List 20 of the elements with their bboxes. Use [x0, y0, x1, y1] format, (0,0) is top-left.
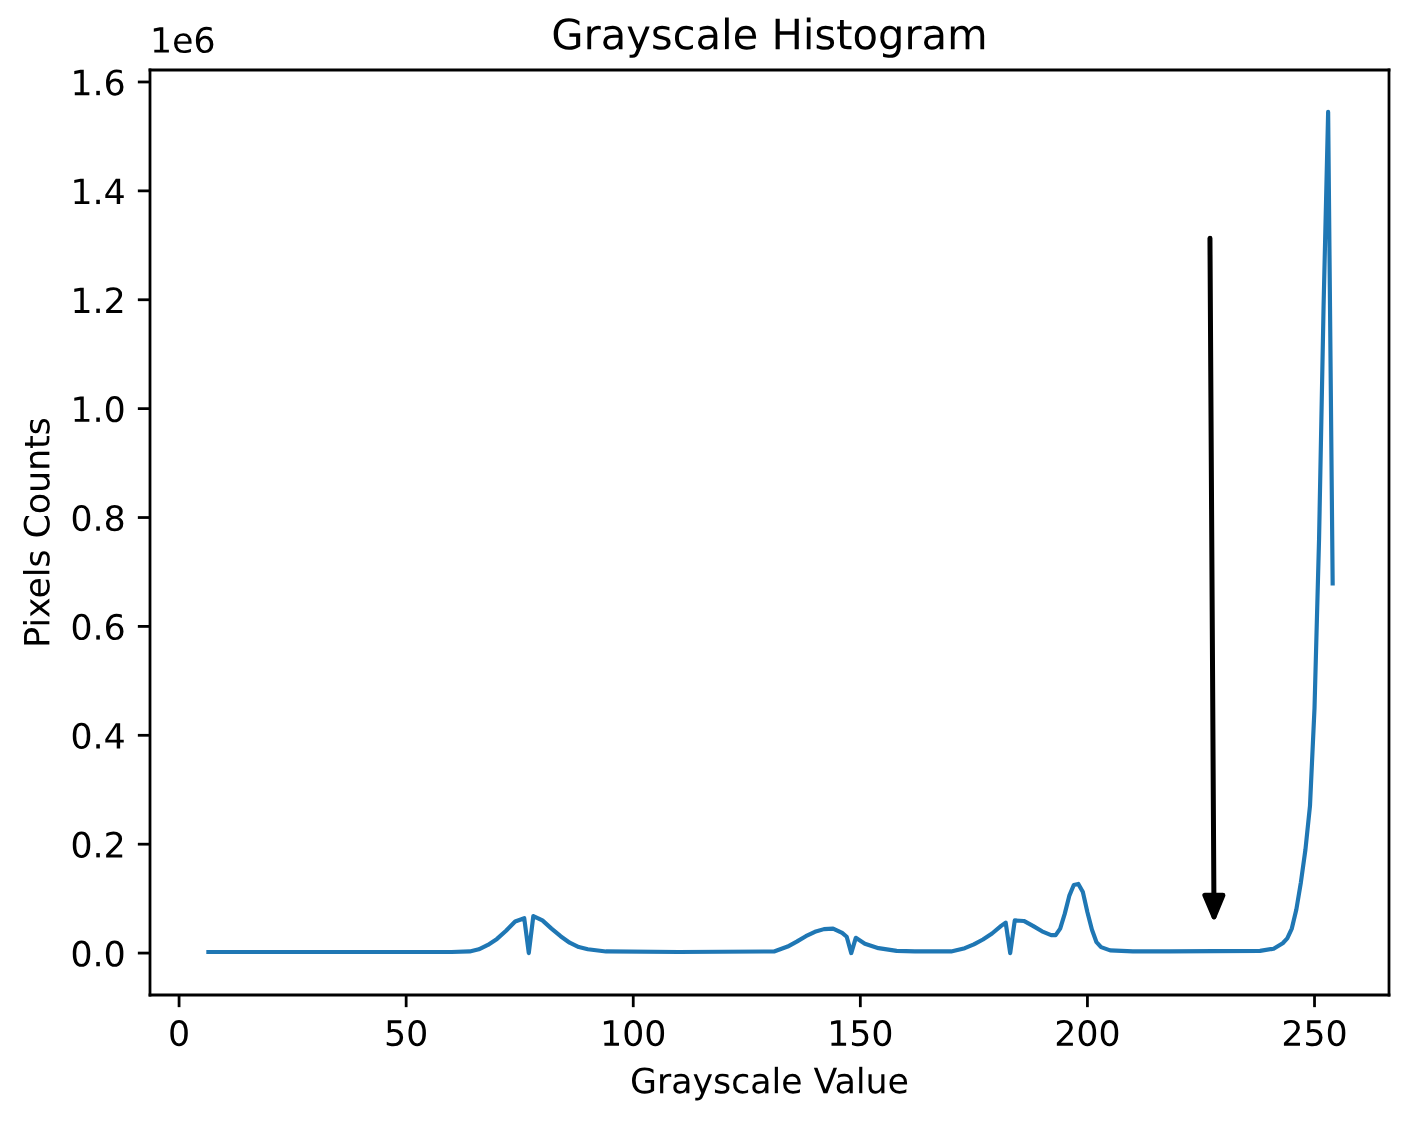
y-tick-label: 0.6 — [72, 613, 124, 641]
chart-title: Grayscale Histogram — [553, 17, 985, 58]
x-tick-label: 250 — [1283, 1019, 1346, 1047]
x-tick-label: 0 — [170, 1019, 188, 1047]
y-axis-title: Pixels Counts — [22, 418, 50, 645]
x-tick-label: 200 — [1056, 1019, 1119, 1047]
y-tick-label: 0.0 — [72, 940, 124, 967]
y-tick-label: 0.4 — [72, 722, 124, 749]
text: 1e6 — [153, 26, 214, 54]
x-tick-label: 150 — [831, 1019, 892, 1047]
y-tick-label: 0.2 — [72, 831, 123, 858]
y-tick-label: 0.8 — [72, 504, 124, 532]
x-axis-title: Grayscale Value — [632, 1066, 908, 1101]
x-tick-label: 100 — [603, 1019, 665, 1047]
y-tick-label: 1.0 — [74, 396, 124, 423]
y-tick-label: 1.6 — [74, 69, 124, 96]
line-series — [204, 109, 1335, 956]
y-tick-label: 1.4 — [74, 178, 124, 205]
x-tick-label: 50 — [386, 1019, 426, 1047]
y-tick-label: 1.2 — [74, 287, 123, 313]
